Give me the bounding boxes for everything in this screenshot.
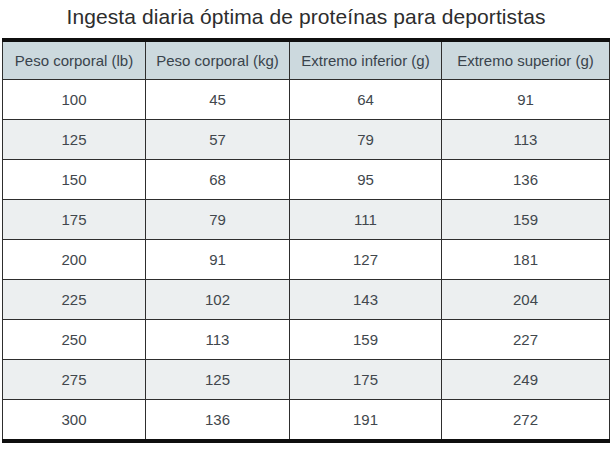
table-row: 17579111159 bbox=[3, 200, 610, 240]
table-cell: 275 bbox=[3, 360, 146, 400]
table-cell: 111 bbox=[290, 200, 442, 240]
table-cell: 68 bbox=[146, 160, 290, 200]
table-cell: 79 bbox=[146, 200, 290, 240]
table-cell: 95 bbox=[290, 160, 442, 200]
column-header-extremo-inferior: Extremo inferior (g) bbox=[290, 40, 442, 80]
table-title: Ingesta diaria óptima de proteínas para … bbox=[0, 0, 612, 38]
table-header: Peso corporal (lb) Peso corporal (kg) Ex… bbox=[3, 40, 610, 80]
protein-intake-table: Peso corporal (lb) Peso corporal (kg) Ex… bbox=[2, 38, 610, 443]
table-cell: 125 bbox=[146, 360, 290, 400]
table-row: 225102143204 bbox=[3, 280, 610, 320]
table-cell: 79 bbox=[290, 120, 442, 160]
table-cell: 227 bbox=[442, 320, 610, 360]
table-cell: 225 bbox=[3, 280, 146, 320]
table-cell: 191 bbox=[290, 400, 442, 442]
table-cell: 57 bbox=[146, 120, 290, 160]
table-cell: 143 bbox=[290, 280, 442, 320]
header-row: Peso corporal (lb) Peso corporal (kg) Ex… bbox=[3, 40, 610, 80]
column-header-peso-corporal-lb: Peso corporal (lb) bbox=[3, 40, 146, 80]
table-cell: 113 bbox=[442, 120, 610, 160]
table-cell: 204 bbox=[442, 280, 610, 320]
table-cell: 150 bbox=[3, 160, 146, 200]
table-cell: 113 bbox=[146, 320, 290, 360]
column-header-peso-corporal-kg: Peso corporal (kg) bbox=[146, 40, 290, 80]
table-cell: 125 bbox=[3, 120, 146, 160]
table-cell: 175 bbox=[3, 200, 146, 240]
table-cell: 102 bbox=[146, 280, 290, 320]
column-header-extremo-superior: Extremo superior (g) bbox=[442, 40, 610, 80]
table-cell: 159 bbox=[290, 320, 442, 360]
table-cell: 136 bbox=[442, 160, 610, 200]
table-cell: 250 bbox=[3, 320, 146, 360]
table-cell: 91 bbox=[146, 240, 290, 280]
table-row: 20091127181 bbox=[3, 240, 610, 280]
table-cell: 159 bbox=[442, 200, 610, 240]
table-cell: 200 bbox=[3, 240, 146, 280]
table-row: 1255779113 bbox=[3, 120, 610, 160]
table-cell: 91 bbox=[442, 80, 610, 120]
table-cell: 175 bbox=[290, 360, 442, 400]
table-body: 1004564911255779113150689513617579111159… bbox=[3, 80, 610, 442]
table-cell: 100 bbox=[3, 80, 146, 120]
page: Ingesta diaria óptima de proteínas para … bbox=[0, 0, 612, 460]
table-row: 100456491 bbox=[3, 80, 610, 120]
table-row: 300136191272 bbox=[3, 400, 610, 442]
table-cell: 136 bbox=[146, 400, 290, 442]
table-row: 275125175249 bbox=[3, 360, 610, 400]
table-row: 1506895136 bbox=[3, 160, 610, 200]
table-cell: 181 bbox=[442, 240, 610, 280]
table-cell: 45 bbox=[146, 80, 290, 120]
table-cell: 127 bbox=[290, 240, 442, 280]
table-row: 250113159227 bbox=[3, 320, 610, 360]
table-cell: 249 bbox=[442, 360, 610, 400]
table-cell: 64 bbox=[290, 80, 442, 120]
table-cell: 272 bbox=[442, 400, 610, 442]
table-cell: 300 bbox=[3, 400, 146, 442]
